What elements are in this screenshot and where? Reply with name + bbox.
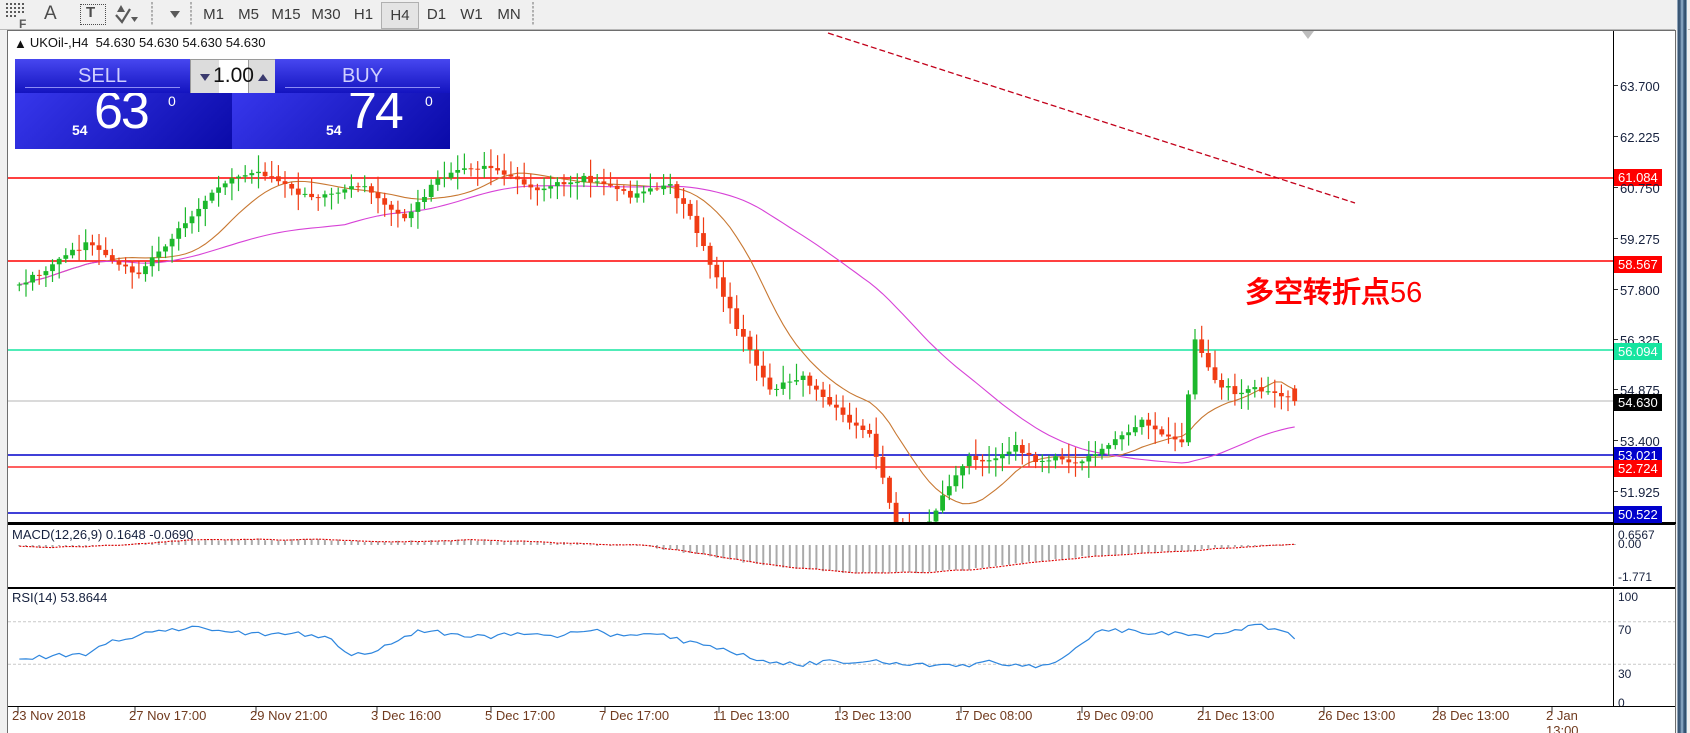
svg-text:F: F	[19, 17, 26, 31]
